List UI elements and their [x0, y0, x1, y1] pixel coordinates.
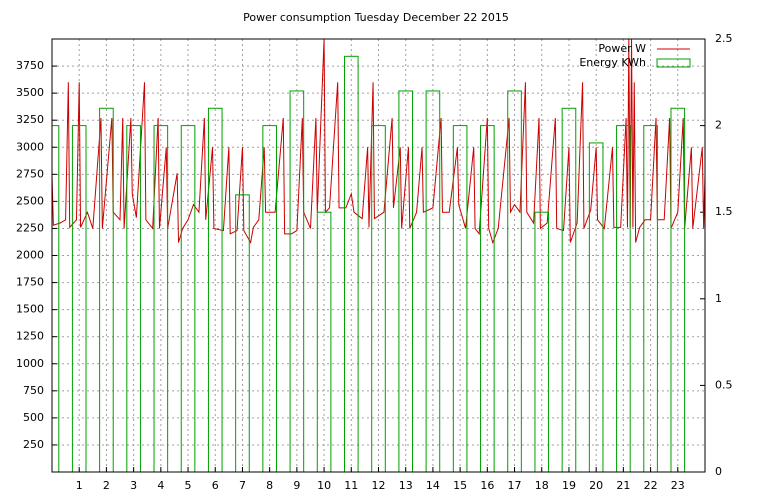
y2-tick-label: 1: [715, 292, 722, 305]
legend-label: Energy KWh: [579, 56, 646, 69]
energy-bar: [235, 194, 250, 472]
y2-tick-label: 0: [715, 465, 722, 478]
energy-bar: [289, 90, 305, 472]
y-tick-label: 1750: [16, 276, 44, 289]
y2-tick-label: 0.5: [715, 378, 733, 391]
y-tick-label: 3500: [16, 86, 44, 99]
x-tick-label: 22: [644, 479, 658, 492]
x-tick-label: 21: [616, 479, 630, 492]
x-tick-label: 16: [480, 479, 494, 492]
energy-bar: [207, 107, 223, 472]
energy-bar: [561, 107, 577, 472]
x-tick-label: 23: [671, 479, 685, 492]
x-tick-label: 9: [293, 479, 300, 492]
x-tick-label: 5: [185, 479, 192, 492]
x-tick-label: 1: [76, 479, 83, 492]
x-tick-label: 18: [535, 479, 549, 492]
y-tick-label: 3000: [16, 140, 44, 153]
y-tick-label: 750: [23, 384, 44, 397]
energy-bar: [425, 90, 441, 472]
energy-bar: [316, 211, 332, 472]
y-tick-label: 1250: [16, 330, 44, 343]
energy-bar: [99, 107, 114, 472]
y2-tick-label: 2: [715, 119, 722, 132]
x-tick-label: 19: [562, 479, 576, 492]
x-tick-label: 4: [157, 479, 164, 492]
energy-bar: [507, 90, 522, 472]
x-tick-label: 13: [399, 479, 413, 492]
x-tick-label: 14: [426, 479, 440, 492]
x-tick-label: 6: [212, 479, 219, 492]
y-tick-label: 2500: [16, 194, 44, 207]
y-tick-label: 1000: [16, 357, 44, 370]
legend-swatch: [656, 58, 691, 68]
x-tick-label: 8: [266, 479, 273, 492]
x-tick-label: 10: [317, 479, 331, 492]
y-tick-label: 3250: [16, 113, 44, 126]
y-tick-label: 3750: [16, 59, 44, 72]
plot-frame: [51, 38, 706, 473]
y-tick-label: 1500: [16, 303, 44, 316]
chart-title: Power consumption Tuesday December 22 20…: [243, 11, 509, 24]
x-tick-label: 15: [453, 479, 467, 492]
y-tick-label: 2000: [16, 249, 44, 262]
y-tick-label: 2250: [16, 221, 44, 234]
x-tick-label: 11: [344, 479, 358, 492]
x-tick-label: 20: [589, 479, 603, 492]
y-tick-label: 2750: [16, 167, 44, 180]
y2-tick-label: 2.5: [715, 32, 733, 45]
y-tick-label: 500: [23, 411, 44, 424]
x-tick-label: 7: [239, 479, 246, 492]
x-tick-label: 3: [130, 479, 137, 492]
y-tick-label: 250: [23, 438, 44, 451]
energy-bar: [534, 211, 550, 472]
power-line: [52, 39, 705, 245]
y2-tick-label: 1.5: [715, 205, 733, 218]
x-tick-label: 2: [103, 479, 110, 492]
legend-label: Power W: [598, 42, 646, 55]
x-tick-label: 12: [372, 479, 386, 492]
energy-bar: [670, 107, 686, 472]
energy-bar: [588, 142, 604, 472]
energy-bar: [398, 90, 414, 472]
x-tick-label: 17: [508, 479, 522, 492]
